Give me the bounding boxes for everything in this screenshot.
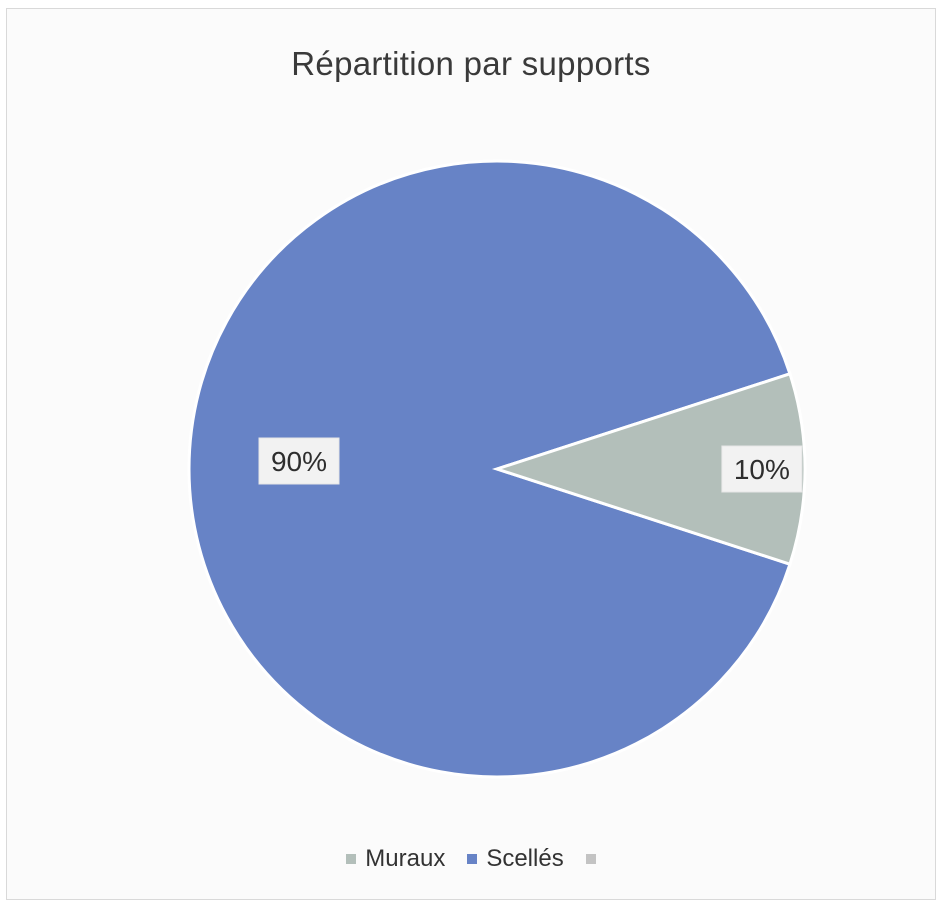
pie-slice-scelles [187, 159, 792, 779]
data-label-text-scelles: 90% [271, 446, 327, 477]
legend-swatch-unlabeled [585, 854, 596, 864]
data-label-box-muraux [721, 445, 803, 493]
chart-frame: Répartition par supports 90% 10% Muraux S… [6, 8, 936, 900]
legend-label-scelles: Scellés [486, 845, 564, 872]
legend-label-muraux: Muraux [365, 845, 446, 872]
pie-slice-muraux [492, 371, 807, 567]
legend-swatch-muraux [346, 854, 357, 864]
chart-title: Répartition par supports [291, 45, 651, 82]
legend: Muraux Scellés [7, 845, 935, 873]
data-label-scelles: 90% [258, 437, 340, 485]
legend-item-muraux: Muraux [346, 845, 445, 873]
data-label-muraux: 10% [721, 445, 803, 493]
legend-item-scelles: Scellés [467, 845, 564, 873]
data-label-box-scelles [258, 437, 340, 485]
legend-item-unlabeled [585, 847, 596, 871]
pie-chart: 90% 10% [187, 159, 807, 779]
legend-swatch-scelles [467, 854, 478, 864]
data-label-text-muraux: 10% [734, 454, 790, 485]
